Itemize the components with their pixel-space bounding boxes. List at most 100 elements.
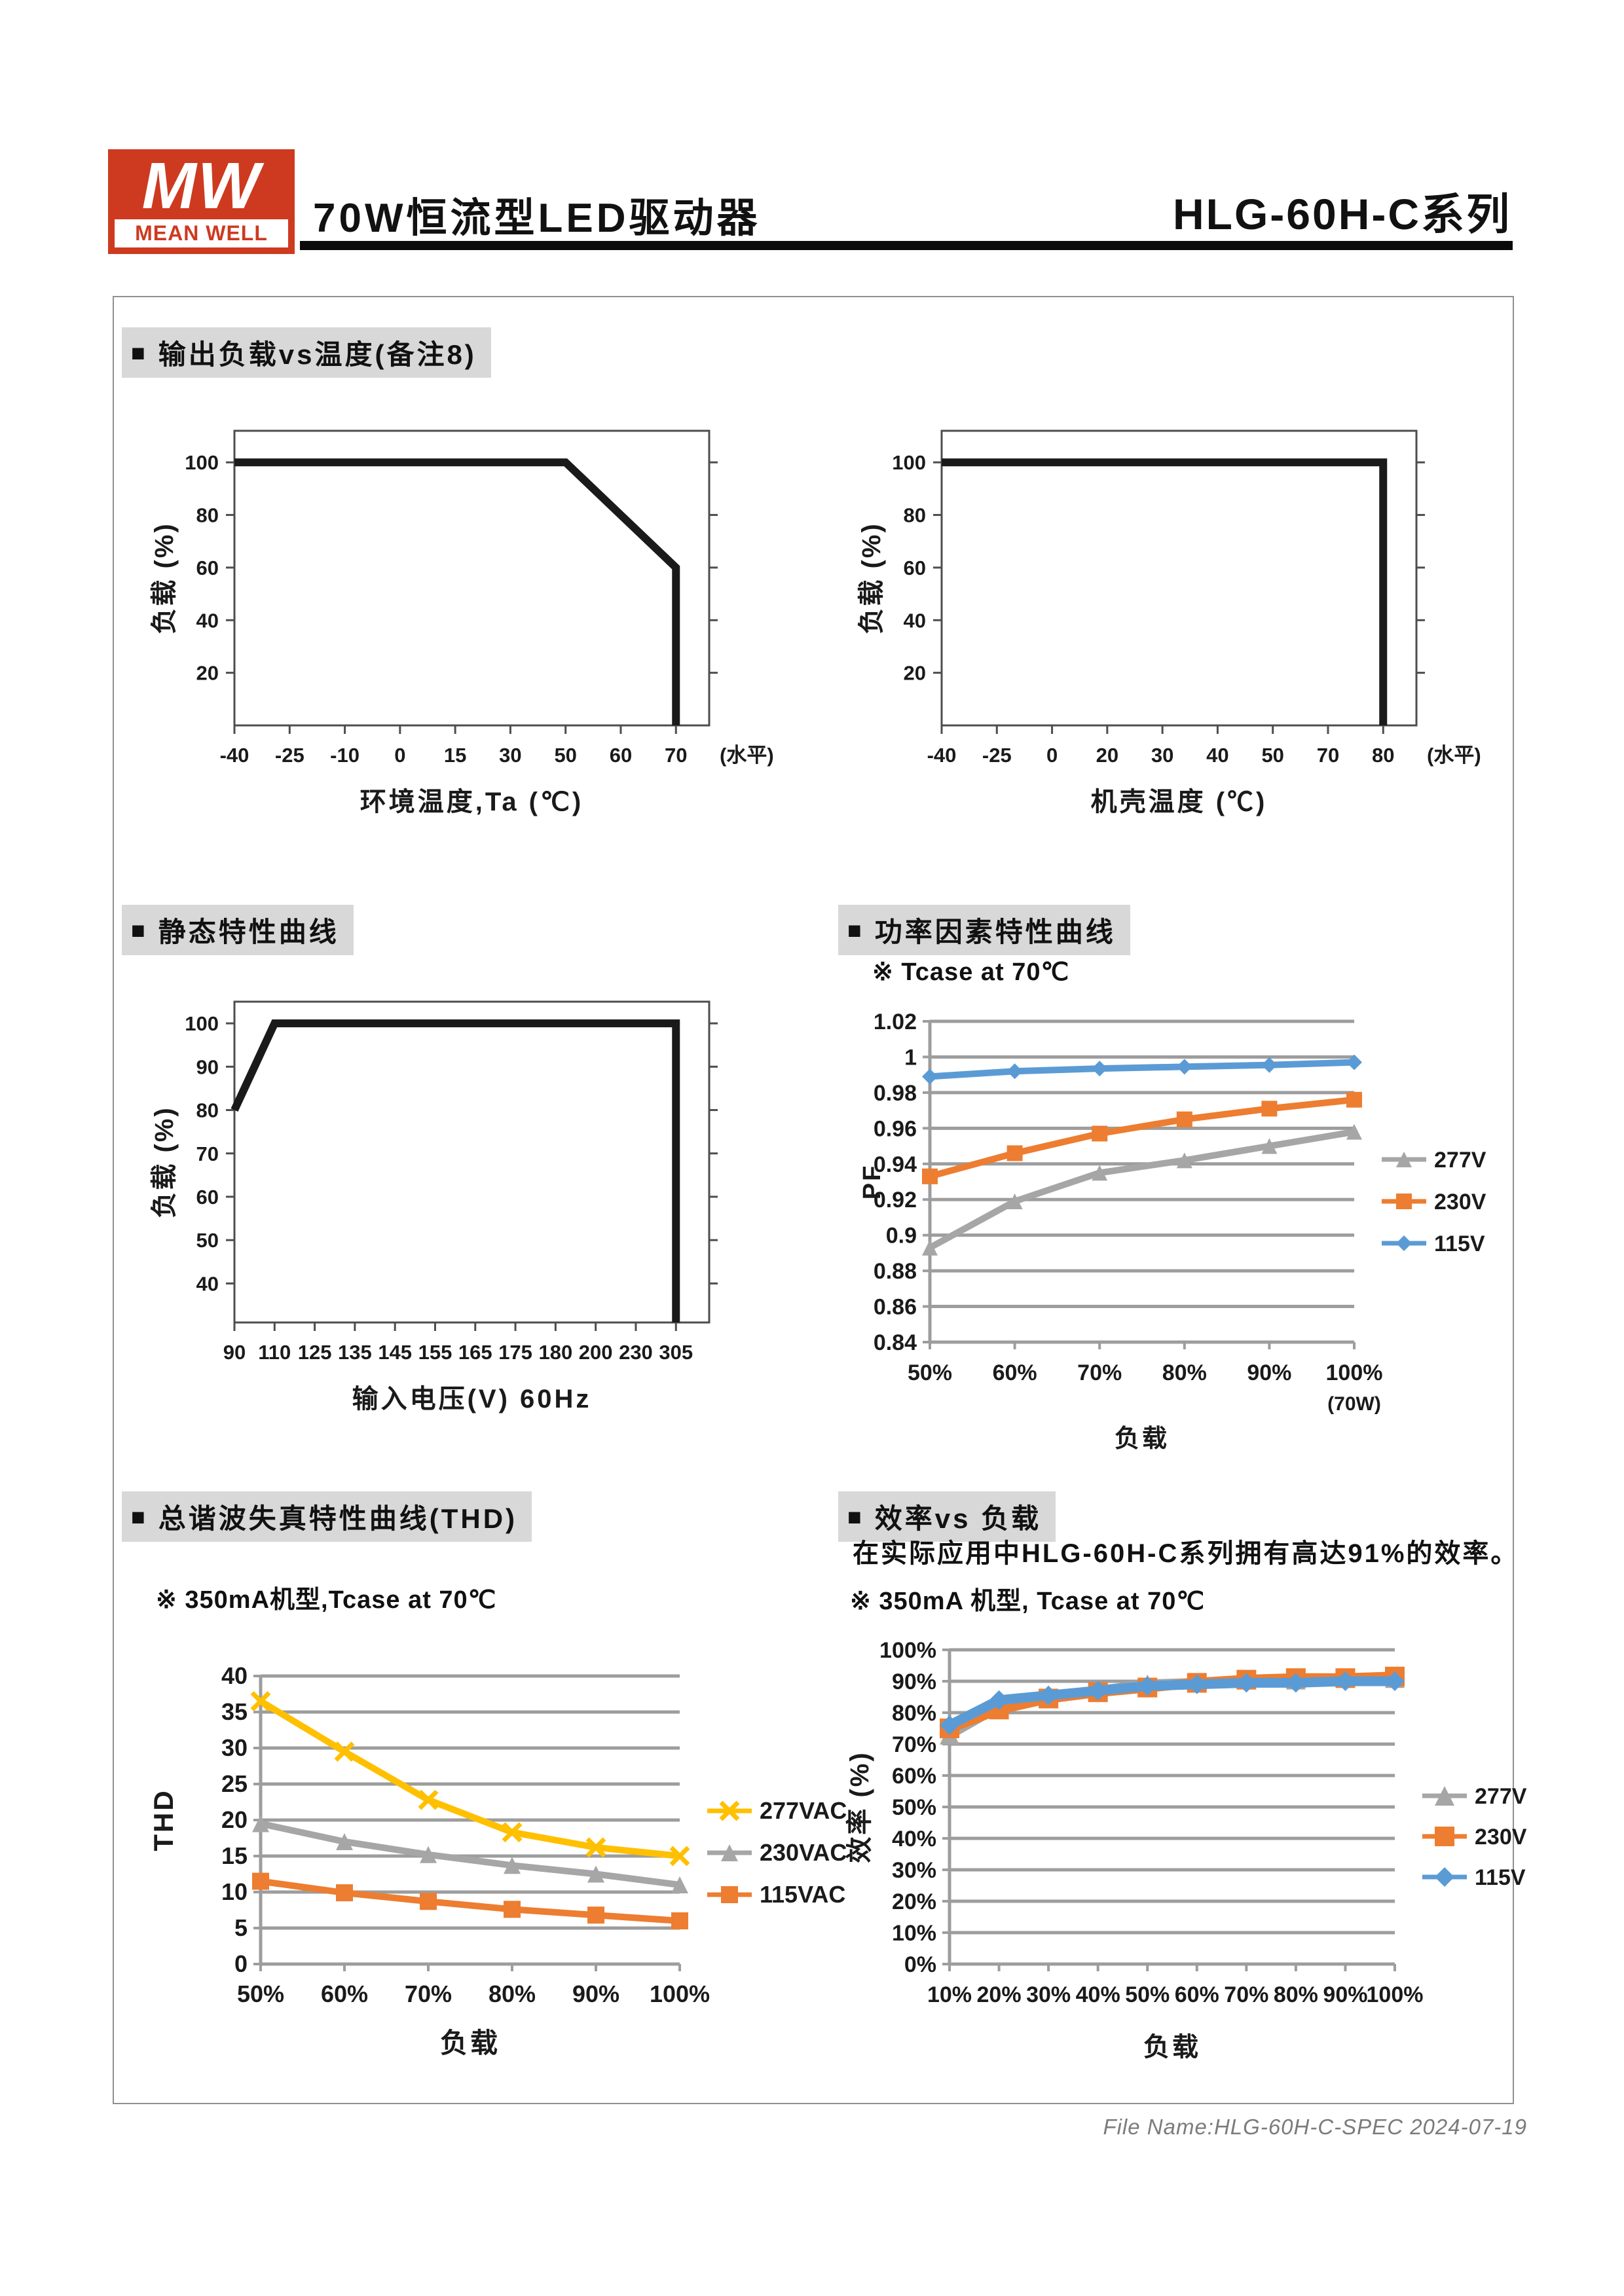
svg-text:125: 125 (298, 1341, 332, 1364)
svg-text:0.96: 0.96 (874, 1116, 917, 1141)
svg-text:30: 30 (221, 1734, 248, 1761)
section-title-text: 效率vs 负载 (874, 1503, 1042, 1534)
svg-text:(70W): (70W) (1327, 1393, 1381, 1415)
svg-text:40: 40 (904, 609, 926, 632)
svg-text:200: 200 (579, 1341, 613, 1364)
svg-text:-25: -25 (982, 744, 1012, 767)
svg-text:100: 100 (185, 451, 219, 474)
svg-text:10: 10 (221, 1878, 248, 1905)
svg-text:70%: 70% (1224, 1982, 1268, 2007)
section-title-text: 静态特性曲线 (158, 917, 339, 947)
meanwell-logo: MW MEAN WELL (108, 149, 295, 254)
svg-text:90%: 90% (572, 1980, 619, 2007)
svg-text:0: 0 (234, 1950, 248, 1977)
svg-text:负载: 负载 (1143, 2033, 1201, 2062)
svg-text:100: 100 (892, 451, 926, 474)
svg-text:10%: 10% (927, 1982, 972, 2007)
svg-text:20: 20 (196, 662, 219, 685)
section-title-efficiency: ■ 效率vs 负载 (838, 1491, 1056, 1542)
svg-text:PF: PF (858, 1164, 886, 1200)
svg-text:40: 40 (196, 1272, 219, 1295)
svg-text:70: 70 (665, 744, 687, 767)
svg-text:100%: 100% (879, 1638, 936, 1663)
chart-static-characteristics: 40 50 60 70 80 90 100 90 110 125 135 145 155 165 175 18… (150, 1000, 718, 1413)
section-bullet-icon: ■ (131, 916, 148, 943)
svg-text:60: 60 (904, 556, 926, 579)
svg-text:20: 20 (221, 1806, 248, 1833)
svg-text:145: 145 (378, 1341, 412, 1364)
svg-text:60%: 60% (1175, 1982, 1219, 2007)
svg-text:0.9: 0.9 (886, 1224, 917, 1248)
svg-text:5: 5 (234, 1914, 248, 1941)
svg-text:135: 135 (338, 1341, 372, 1364)
svg-text:0.92: 0.92 (874, 1188, 917, 1212)
svg-text:80%: 80% (1274, 1982, 1318, 2007)
svg-text:40: 40 (1206, 744, 1228, 767)
header-divider (300, 241, 1513, 250)
svg-text:20: 20 (1096, 744, 1118, 767)
svg-text:115V: 115V (1475, 1865, 1526, 1890)
svg-text:100: 100 (185, 1012, 219, 1035)
series-code: HLG-60H-C (1172, 190, 1421, 238)
svg-text:60%: 60% (321, 1980, 368, 2007)
svg-text:输入电压(V) 60Hz: 输入电压(V) 60Hz (352, 1385, 592, 1413)
svg-text:180: 180 (538, 1341, 572, 1364)
svg-text:环境温度,Ta (℃): 环境温度,Ta (℃) (360, 788, 584, 816)
pf-test-condition-note: ※ Tcase at 70℃ (872, 958, 1070, 986)
svg-text:80: 80 (1372, 744, 1394, 767)
chart-power-factor: 0.84 0.86 0.88 0.9 0.92 0.94 0.96 0.98 1 1.02 50% 6… (858, 1010, 1486, 1453)
svg-text:100%: 100% (650, 1980, 710, 2007)
chart-thd: 0 5 10 15 20 25 30 35 40 50% 60% 70% 80% 90% 100% 277VA… (148, 1662, 847, 2058)
svg-text:15: 15 (444, 744, 466, 767)
svg-text:230V: 230V (1434, 1190, 1486, 1214)
svg-text:230: 230 (619, 1341, 653, 1364)
svg-text:80: 80 (904, 504, 926, 527)
svg-text:35: 35 (221, 1698, 248, 1725)
svg-text:负载 (%): 负载 (%) (150, 1106, 179, 1218)
svg-text:40: 40 (221, 1662, 248, 1689)
svg-text:60%: 60% (892, 1764, 936, 1789)
svg-text:-25: -25 (275, 744, 304, 767)
svg-text:80%: 80% (1162, 1360, 1207, 1385)
svg-text:-40: -40 (927, 744, 957, 767)
svg-text:115VAC: 115VAC (760, 1881, 845, 1908)
svg-text:70%: 70% (1077, 1360, 1122, 1385)
svg-text:60: 60 (610, 744, 632, 767)
svg-text:305: 305 (659, 1341, 693, 1364)
series-title: HLG-60H-C系列 (1173, 179, 1511, 242)
svg-text:30%: 30% (892, 1858, 936, 1883)
logo-brand-text: MEAN WELL (115, 219, 288, 247)
svg-text:0%: 0% (904, 1952, 936, 1977)
svg-text:负载 (%): 负载 (%) (150, 522, 179, 634)
svg-text:50: 50 (1261, 744, 1283, 767)
svg-text:80%: 80% (489, 1980, 536, 2007)
svg-text:80: 80 (196, 1099, 219, 1122)
svg-text:20%: 20% (892, 1889, 936, 1914)
svg-text:80%: 80% (892, 1701, 936, 1726)
svg-text:0: 0 (1046, 744, 1058, 767)
svg-text:40%: 40% (892, 1827, 936, 1851)
chart-derating-vs-case-temp: 20 40 60 80 100 -40 -25 0 20 30 40 50 70 80 (水平) 机壳温度 (… (857, 429, 1481, 816)
svg-text:-40: -40 (220, 744, 249, 767)
svg-text:50%: 50% (892, 1795, 936, 1820)
svg-text:70: 70 (1317, 744, 1339, 767)
svg-text:110: 110 (258, 1341, 291, 1364)
svg-text:30: 30 (499, 744, 521, 767)
footer-file-info: File Name:HLG-60H-C-SPEC 2024-07-19 (1103, 2115, 1527, 2139)
svg-text:1: 1 (904, 1045, 917, 1070)
svg-text:70: 70 (196, 1142, 219, 1165)
svg-text:230V: 230V (1475, 1825, 1527, 1850)
section-title-thd: ■ 总谐波失真特性曲线(THD) (122, 1491, 532, 1542)
svg-text:0.98: 0.98 (874, 1081, 917, 1106)
svg-text:50: 50 (554, 744, 576, 767)
svg-text:90%: 90% (892, 1669, 936, 1694)
svg-text:100%: 100% (1367, 1982, 1424, 2007)
section-title-text: 总谐波失真特性曲线(THD) (158, 1503, 518, 1534)
svg-text:50%: 50% (237, 1980, 284, 2007)
svg-text:20: 20 (904, 662, 926, 685)
efficiency-test-condition-note: ※ 350mA 机型, Tcase at 70℃ (850, 1588, 1206, 1615)
document-title: 70W恒流型LED驱动器 (313, 196, 761, 241)
svg-text:效率 (%): 效率 (%) (845, 1751, 874, 1863)
section-title-text: 输出负载vs温度(备注8) (158, 339, 477, 370)
svg-text:60: 60 (196, 1186, 219, 1209)
